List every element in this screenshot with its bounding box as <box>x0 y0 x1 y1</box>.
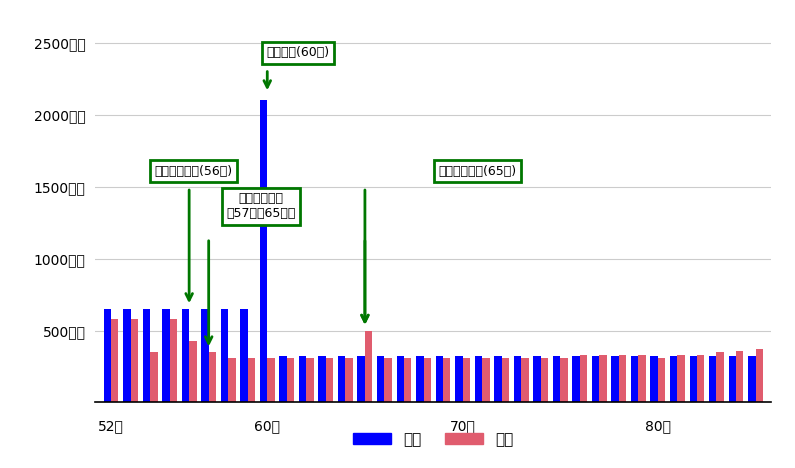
Bar <box>591 357 599 402</box>
Bar <box>404 358 411 402</box>
Text: 80歳: 80歳 <box>645 419 671 433</box>
Bar <box>560 358 568 402</box>
Bar <box>514 357 522 402</box>
Bar <box>111 319 118 402</box>
Bar <box>279 357 287 402</box>
Bar <box>240 309 248 402</box>
Bar <box>631 357 638 402</box>
Bar <box>189 341 196 402</box>
Bar <box>533 357 541 402</box>
Bar <box>306 358 314 402</box>
Bar <box>169 319 177 402</box>
Bar <box>697 355 704 402</box>
Bar <box>580 355 588 402</box>
Bar <box>709 357 716 402</box>
Bar <box>397 357 404 402</box>
Text: 車の買い替え
（57歳、65歳）: 車の買い替え （57歳、65歳） <box>227 192 296 220</box>
Bar <box>463 358 470 402</box>
Bar <box>208 352 216 402</box>
Bar <box>123 309 130 402</box>
Bar <box>424 358 431 402</box>
Bar <box>522 358 529 402</box>
Bar <box>150 352 157 402</box>
Text: 70歳: 70歳 <box>450 419 475 433</box>
Bar <box>103 309 111 402</box>
Bar <box>267 358 275 402</box>
Bar <box>182 309 189 402</box>
Bar <box>443 358 451 402</box>
Text: 長男大学卒業(56歳): 長男大学卒業(56歳) <box>154 165 232 178</box>
Bar <box>456 357 463 402</box>
Bar <box>416 357 424 402</box>
Bar <box>572 357 580 402</box>
Bar <box>299 357 306 402</box>
Bar <box>716 352 724 402</box>
Bar <box>755 349 763 402</box>
Bar <box>201 309 208 402</box>
Bar <box>385 358 392 402</box>
Bar <box>436 357 443 402</box>
Bar <box>619 355 626 402</box>
Bar <box>599 355 607 402</box>
Bar <box>221 309 228 402</box>
Bar <box>345 358 353 402</box>
Bar <box>638 355 646 402</box>
Bar <box>260 100 267 402</box>
Bar <box>658 358 665 402</box>
Bar <box>736 351 743 402</box>
Bar <box>130 319 138 402</box>
Bar <box>338 357 345 402</box>
Bar <box>482 358 490 402</box>
Text: 年金受給開始(65歳): 年金受給開始(65歳) <box>438 165 516 178</box>
Text: 定年退職(60歳): 定年退職(60歳) <box>266 46 330 59</box>
Text: 60歳: 60歳 <box>254 419 281 433</box>
Bar <box>248 358 255 402</box>
Bar <box>670 357 677 402</box>
Bar <box>377 357 385 402</box>
Bar <box>553 357 560 402</box>
Bar <box>541 358 548 402</box>
Bar <box>611 357 619 402</box>
Text: 52歳: 52歳 <box>98 419 124 433</box>
Bar <box>677 355 684 402</box>
Bar <box>748 357 755 402</box>
Bar <box>689 357 697 402</box>
Bar <box>319 357 326 402</box>
Bar <box>228 358 235 402</box>
Bar <box>358 357 365 402</box>
Bar <box>728 357 736 402</box>
Bar <box>162 309 169 402</box>
Bar <box>475 357 482 402</box>
Bar <box>142 309 150 402</box>
Bar <box>650 357 658 402</box>
Bar <box>494 357 502 402</box>
Legend: 収入, 支出: 収入, 支出 <box>347 426 519 453</box>
Bar <box>326 358 333 402</box>
Bar <box>365 330 372 402</box>
Bar <box>287 358 294 402</box>
Bar <box>502 358 509 402</box>
